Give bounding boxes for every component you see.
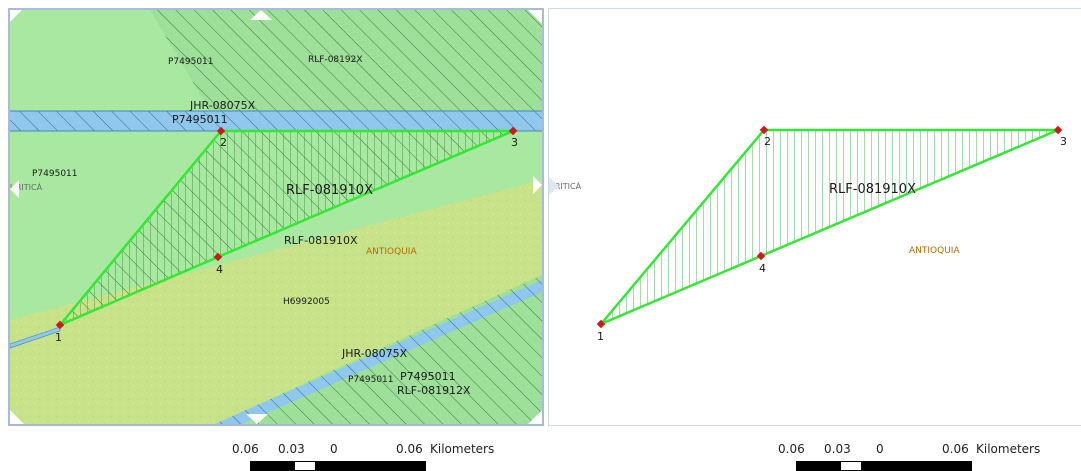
label-rlf-center: RLF-081910X [286, 183, 373, 198]
scale-tick-4: 0.06 [942, 442, 969, 456]
scale-seg-white [840, 461, 862, 471]
vertex-label-1: 1 [597, 330, 604, 343]
vertex-marker-2[interactable] [216, 126, 226, 136]
scale-unit: Kilometers [976, 442, 1041, 456]
label-p-left: P7495011 [32, 169, 78, 179]
vertex-label-3: 3 [1060, 135, 1067, 148]
scale-tick-2: 0.03 [278, 442, 305, 456]
label-rlf-08192: RLF-08192X [308, 55, 363, 65]
band-blue-top-hatch [10, 111, 542, 131]
scale-unit: Kilometers [430, 442, 495, 456]
pan-up-arrow[interactable] [250, 10, 272, 20]
right-map-panel[interactable]: 1 2 3 4 URITICÁ RLF-081910X ANTIOQUIA [548, 8, 1081, 426]
scale-seg-black-2 [862, 461, 972, 471]
label-jhr-top: JHR-08075X [189, 99, 256, 112]
label-town: URITICÁ [549, 180, 582, 191]
pan-left-arrow[interactable] [10, 180, 19, 198]
label-town: URITICÁ [10, 181, 43, 192]
scale-tick-2: 0.03 [824, 442, 851, 456]
pan-down-arrow[interactable] [246, 414, 268, 424]
label-dept: ANTIOQUIA [366, 247, 417, 257]
pan-left-arrow[interactable] [549, 177, 559, 195]
vertex-marker-1[interactable] [55, 320, 65, 330]
scale-tick-3: 0 [330, 442, 338, 456]
polygon-fill [601, 130, 1058, 324]
scale-seg-black-2 [316, 461, 426, 471]
label-p-top: P7495011 [168, 57, 214, 67]
corner-bottom-right [528, 410, 542, 424]
left-map-canvas[interactable]: 1 2 3 4 P7495011 RLF-08192X JHR-08075X P… [10, 10, 542, 424]
label-jhr-bottom: JHR-08075X [341, 347, 408, 360]
vertex-label-2: 2 [764, 135, 771, 148]
label-p-band: P7495011 [172, 113, 228, 126]
vertex-label-2: 2 [220, 136, 227, 149]
scale-bar-right: 0.06 0.03 0 0.06 Kilometers [778, 442, 1078, 471]
label-p-bottom-a: P7495011 [348, 375, 394, 385]
left-map-panel[interactable]: 1 2 3 4 P7495011 RLF-08192X JHR-08075X P… [8, 8, 544, 426]
scale-tick-1: 0.06 [232, 442, 259, 456]
scale-segments [796, 461, 972, 471]
label-rlf-edge: RLF-081910X [284, 234, 358, 247]
scale-seg-black-1 [796, 461, 840, 471]
label-rlf-081912: RLF-081912X [397, 384, 471, 397]
pan-right-arrow[interactable] [533, 176, 542, 194]
zone-hatched-bottom-lines [215, 275, 542, 424]
polygon-fill [60, 131, 513, 325]
vertex-label-4: 4 [759, 262, 766, 275]
vertex-marker-3[interactable] [1053, 125, 1063, 135]
corner-top-left [10, 10, 22, 22]
vertex-marker-4[interactable] [213, 252, 223, 262]
scale-segments [250, 461, 426, 471]
corner-top-right [528, 10, 542, 24]
corner-bottom-left [10, 410, 24, 424]
label-p-bottom-b: P7495011 [400, 370, 456, 383]
scale-tick-3: 0 [876, 442, 884, 456]
scale-tick-4: 0.06 [396, 442, 423, 456]
scale-tick-1: 0.06 [778, 442, 805, 456]
label-rlf-center: RLF-081910X [829, 182, 916, 197]
scale-seg-white [294, 461, 316, 471]
label-dept: ANTIOQUIA [909, 246, 960, 256]
band-blue-left [10, 326, 61, 349]
right-map-canvas[interactable]: 1 2 3 4 URITICÁ RLF-081910X ANTIOQUIA [549, 9, 1081, 427]
vertex-label-3: 3 [511, 136, 518, 149]
scale-seg-black-1 [250, 461, 294, 471]
vertex-label-4: 4 [216, 263, 223, 276]
band-blue-bottom-hatch [215, 280, 542, 424]
vertex-label-1: 1 [55, 331, 62, 344]
scale-bar-left: 0.06 0.03 0 0.06 Kilometers [232, 442, 532, 471]
zone-hatched-top-lines [150, 10, 542, 128]
label-h-code: H6992005 [283, 297, 330, 307]
